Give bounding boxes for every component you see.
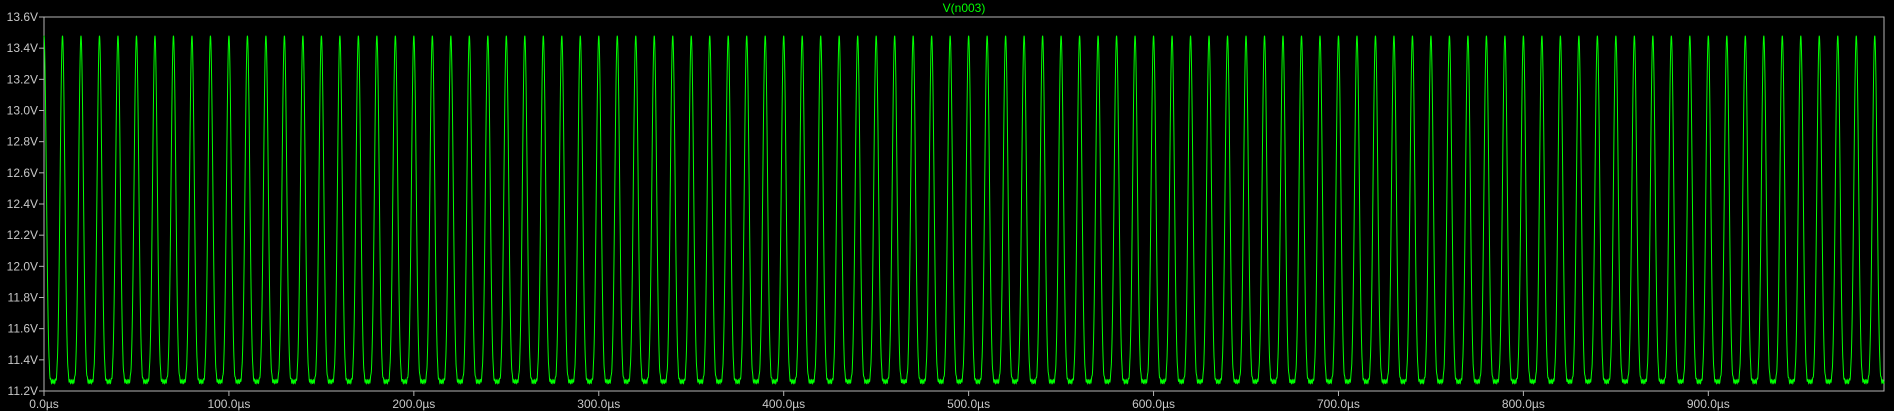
y-tick-label: 13.0V bbox=[7, 104, 38, 118]
x-axis: 0.0µs 100.0µs 200.0µs 300.0µs 400.0µs 500.0µs… bbox=[29, 391, 1730, 411]
x-tick-label: 0.0µs bbox=[29, 397, 59, 411]
y-tick-label: 11.8V bbox=[8, 291, 38, 305]
y-tick-label: 11.6V bbox=[8, 322, 38, 336]
y-tick-label: 12.8V bbox=[7, 135, 38, 149]
x-tick-label: 200.0µs bbox=[392, 397, 435, 411]
trace-legend-label[interactable]: V(n003) bbox=[943, 1, 986, 15]
x-tick-label: 700.0µs bbox=[1317, 397, 1360, 411]
x-tick-label: 500.0µs bbox=[947, 397, 990, 411]
x-tick-label: 400.0µs bbox=[762, 397, 805, 411]
x-tick-label: 100.0µs bbox=[207, 397, 250, 411]
y-tick-label: 13.2V bbox=[7, 72, 38, 86]
x-tick-label: 900.0µs bbox=[1687, 397, 1730, 411]
y-tick-label: 11.2V bbox=[8, 384, 38, 398]
y-tick-label: 12.4V bbox=[7, 197, 38, 211]
x-tick-label: 800.0µs bbox=[1502, 397, 1545, 411]
x-tick-label: 600.0µs bbox=[1132, 397, 1175, 411]
y-tick-label: 12.2V bbox=[7, 228, 38, 242]
x-tick-label: 300.0µs bbox=[577, 397, 620, 411]
y-tick-label: 12.0V bbox=[7, 259, 38, 273]
y-tick-label: 13.4V bbox=[7, 41, 38, 55]
y-tick-label: 12.6V bbox=[7, 166, 38, 180]
y-tick-label: 11.4V bbox=[8, 353, 38, 367]
y-axis: 11.2V 11.4V 11.6V 11.8V 12.0V 12.2V 12.4V 12.6V… bbox=[7, 10, 44, 398]
trace-v-n003[interactable] bbox=[43, 35, 1885, 385]
y-tick-label: 13.6V bbox=[7, 10, 38, 24]
